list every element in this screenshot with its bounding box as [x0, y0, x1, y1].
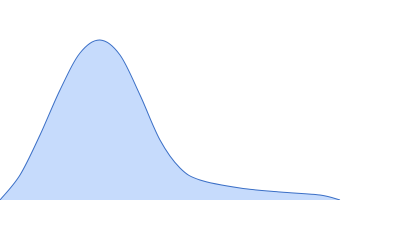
chart [0, 39, 341, 200]
page: {"chart_data": {"type": "area", "x": [0,… [0, 39, 341, 200]
area-fill [0, 39, 340, 200]
area-line [0, 39, 341, 200]
